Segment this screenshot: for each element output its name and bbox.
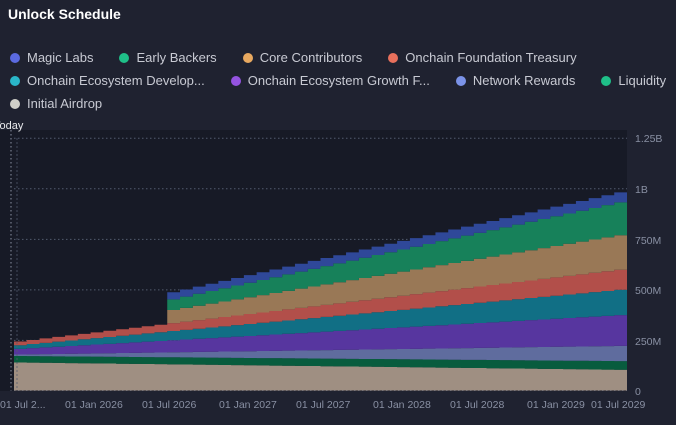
svg-text:01 Jul 2029: 01 Jul 2029 <box>591 399 645 411</box>
svg-text:01 Jan 2026: 01 Jan 2026 <box>65 399 123 411</box>
svg-text:01 Jul 2027: 01 Jul 2027 <box>296 399 350 411</box>
svg-text:Today: Today <box>0 120 24 132</box>
svg-text:1B: 1B <box>635 184 648 196</box>
svg-text:01 Jan 2029: 01 Jan 2029 <box>527 399 585 411</box>
svg-text:1.25B: 1.25B <box>635 133 662 145</box>
svg-text:01 Jul 2...: 01 Jul 2... <box>0 399 46 411</box>
svg-text:250M: 250M <box>635 336 661 348</box>
svg-text:750M: 750M <box>635 235 661 247</box>
svg-text:01 Jan 2028: 01 Jan 2028 <box>373 399 431 411</box>
svg-text:0: 0 <box>635 386 641 398</box>
svg-text:01 Jul 2028: 01 Jul 2028 <box>450 399 504 411</box>
svg-text:01 Jul 2026: 01 Jul 2026 <box>142 399 196 411</box>
svg-text:500M: 500M <box>635 285 661 297</box>
svg-text:01 Jan 2027: 01 Jan 2027 <box>219 399 277 411</box>
